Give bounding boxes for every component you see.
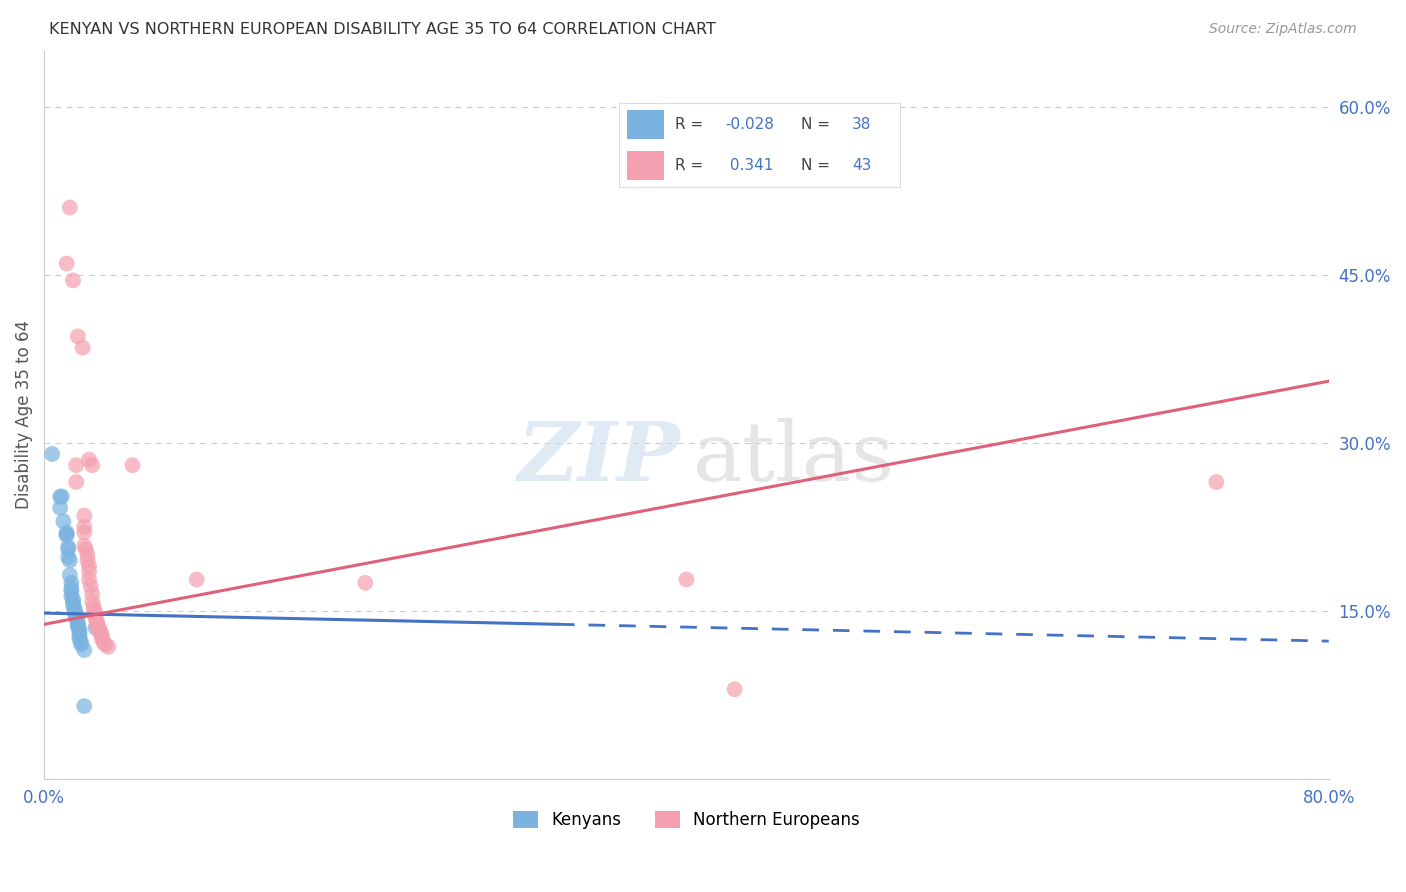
Point xyxy=(73,699,96,714)
Y-axis label: Disability Age 35 to 64: Disability Age 35 to 64 xyxy=(15,320,32,509)
Point xyxy=(87,621,110,635)
Text: 0.341: 0.341 xyxy=(725,158,773,173)
Text: R =: R = xyxy=(675,117,709,132)
Point xyxy=(90,628,112,642)
Text: KENYAN VS NORTHERN EUROPEAN DISABILITY AGE 35 TO 64 CORRELATION CHART: KENYAN VS NORTHERN EUROPEAN DISABILITY A… xyxy=(49,22,716,37)
Point xyxy=(77,565,100,579)
Point xyxy=(73,643,96,657)
Text: R =: R = xyxy=(675,158,709,173)
Point xyxy=(70,635,93,649)
Point xyxy=(55,527,77,541)
Point xyxy=(354,575,377,590)
Point xyxy=(55,525,77,540)
Bar xyxy=(627,111,664,139)
Point xyxy=(52,514,75,528)
Text: N =: N = xyxy=(801,158,835,173)
Point xyxy=(55,527,77,541)
Point xyxy=(723,682,745,697)
Point xyxy=(86,617,108,632)
Text: -0.028: -0.028 xyxy=(725,117,775,132)
Point xyxy=(60,583,83,598)
Point xyxy=(86,615,108,629)
Point xyxy=(76,553,98,567)
Point xyxy=(65,475,87,489)
Point xyxy=(75,542,97,557)
Point xyxy=(69,623,91,637)
Point xyxy=(60,575,83,590)
Point xyxy=(89,624,111,638)
Text: ZIP: ZIP xyxy=(517,418,681,499)
Point xyxy=(82,587,104,601)
Point xyxy=(65,458,87,473)
Point xyxy=(77,573,100,587)
Point xyxy=(1205,475,1227,489)
Text: 43: 43 xyxy=(852,158,872,173)
Point xyxy=(60,589,83,603)
Point xyxy=(62,595,84,609)
Point xyxy=(51,490,73,504)
Point xyxy=(97,640,120,654)
Point xyxy=(82,458,104,473)
Point xyxy=(675,573,697,587)
Point xyxy=(58,550,80,565)
Bar xyxy=(627,151,664,179)
Point xyxy=(70,638,93,652)
Point xyxy=(69,632,91,646)
Point xyxy=(84,621,107,635)
Point xyxy=(83,604,105,618)
Point xyxy=(62,273,84,287)
Point xyxy=(62,599,84,613)
Point xyxy=(83,600,105,615)
Point xyxy=(77,559,100,574)
Point xyxy=(89,626,111,640)
Point xyxy=(63,601,86,615)
Point xyxy=(65,612,87,626)
Point xyxy=(63,606,86,620)
Text: N =: N = xyxy=(801,117,835,132)
Point xyxy=(79,579,101,593)
Point xyxy=(77,452,100,467)
Text: Source: ZipAtlas.com: Source: ZipAtlas.com xyxy=(1209,22,1357,37)
Point xyxy=(73,520,96,534)
Point xyxy=(63,604,86,618)
Point xyxy=(66,329,89,343)
Legend: Kenyans, Northern Europeans: Kenyans, Northern Europeans xyxy=(506,805,866,836)
Point xyxy=(84,606,107,620)
Point xyxy=(84,609,107,624)
Point xyxy=(82,595,104,609)
Point xyxy=(65,609,87,624)
Point xyxy=(73,525,96,540)
Text: 38: 38 xyxy=(852,117,872,132)
Point xyxy=(73,508,96,523)
Point xyxy=(84,612,107,626)
Point xyxy=(65,607,87,622)
Point xyxy=(59,568,82,582)
Point xyxy=(121,458,143,473)
Point xyxy=(93,635,115,649)
Point xyxy=(69,628,91,642)
Point xyxy=(69,626,91,640)
Point xyxy=(72,341,94,355)
Point xyxy=(49,500,72,515)
Point xyxy=(49,490,72,504)
Point xyxy=(59,553,82,567)
Point xyxy=(76,548,98,562)
Text: atlas: atlas xyxy=(693,418,896,499)
Point xyxy=(59,201,82,215)
Point xyxy=(186,573,208,587)
Point xyxy=(62,592,84,607)
Point xyxy=(66,615,89,629)
Point xyxy=(58,542,80,557)
Point xyxy=(60,582,83,596)
Point xyxy=(94,638,117,652)
Point xyxy=(66,617,89,632)
Point xyxy=(90,632,112,646)
Point xyxy=(58,540,80,554)
Point xyxy=(73,539,96,553)
Point xyxy=(66,619,89,633)
Point xyxy=(55,256,77,270)
Point xyxy=(41,447,63,461)
